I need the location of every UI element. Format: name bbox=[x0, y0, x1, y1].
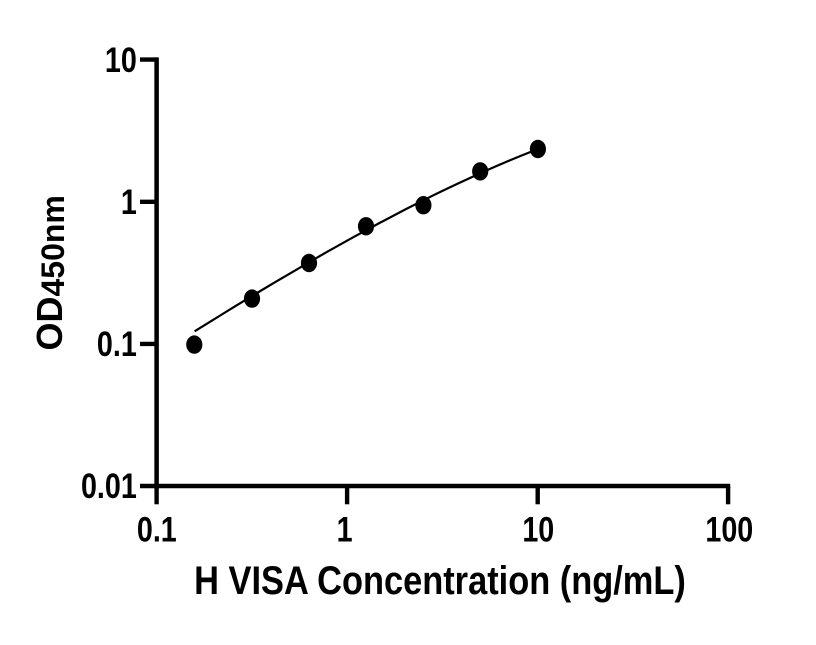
svg-text:0.1: 0.1 bbox=[97, 324, 137, 363]
svg-text:10: 10 bbox=[522, 510, 554, 549]
svg-text:1: 1 bbox=[337, 510, 353, 549]
svg-text:OD450nm: OD450nm bbox=[29, 195, 71, 350]
svg-text:1: 1 bbox=[121, 182, 137, 221]
svg-text:H VISA Concentration (ng/mL): H VISA Concentration (ng/mL) bbox=[194, 558, 686, 603]
svg-text:10: 10 bbox=[105, 40, 137, 79]
svg-text:0.1: 0.1 bbox=[137, 510, 177, 549]
svg-text:100: 100 bbox=[705, 510, 753, 549]
svg-text:0.01: 0.01 bbox=[81, 466, 137, 505]
